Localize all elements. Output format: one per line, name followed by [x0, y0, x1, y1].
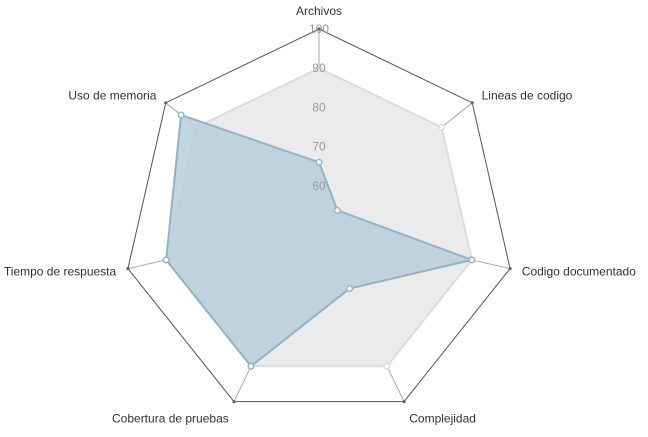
series-1-point-2[interactable] [468, 256, 476, 264]
tick-label-100: 100 [309, 22, 329, 36]
grid-ring-5 [127, 28, 511, 403]
indicator-label-0: Archivos [296, 4, 342, 18]
series-1-point-3[interactable] [346, 285, 354, 293]
series-1-point-4[interactable] [247, 362, 255, 370]
indicator-label-4: Cobertura de pruebas [112, 411, 229, 425]
tick-label-70: 70 [312, 140, 326, 154]
series-0-point-0[interactable] [315, 64, 323, 72]
series-1-point-5[interactable] [162, 256, 170, 264]
spoke-end-3 [402, 399, 406, 404]
tick-label-60: 60 [312, 179, 326, 193]
spoke-end-2 [508, 267, 512, 271]
indicator-labels: Archivos Lineas de codigo Codigo documenta… [4, 4, 636, 425]
series-1-point-6[interactable] [177, 111, 185, 119]
spoke-end-5 [126, 267, 130, 271]
indicator-label-5: Tiempo de respuesta [4, 264, 117, 278]
series-1-area [165, 113, 476, 368]
indicator-label-3: Complejidad [409, 411, 476, 425]
series-1-point-0[interactable] [315, 158, 323, 166]
radar-series [162, 64, 476, 370]
indicator-label-2: Codigo documentado [522, 264, 636, 278]
spoke-end-1 [470, 101, 474, 105]
spoke-end-0 [317, 27, 321, 31]
tick-label-90: 90 [312, 61, 326, 75]
tick-labels: 60 70 80 90 100 [309, 22, 329, 193]
spoke-end-4 [232, 399, 236, 404]
series-1-point-1[interactable] [333, 206, 341, 214]
series-0-point-1[interactable] [438, 123, 446, 131]
tick-label-80: 80 [312, 100, 326, 114]
series-0-point-3[interactable] [383, 362, 391, 370]
indicator-label-1: Lineas de codigo [482, 88, 573, 102]
indicator-label-6: Uso de memoria [68, 88, 156, 102]
spoke-end-6 [164, 101, 168, 105]
